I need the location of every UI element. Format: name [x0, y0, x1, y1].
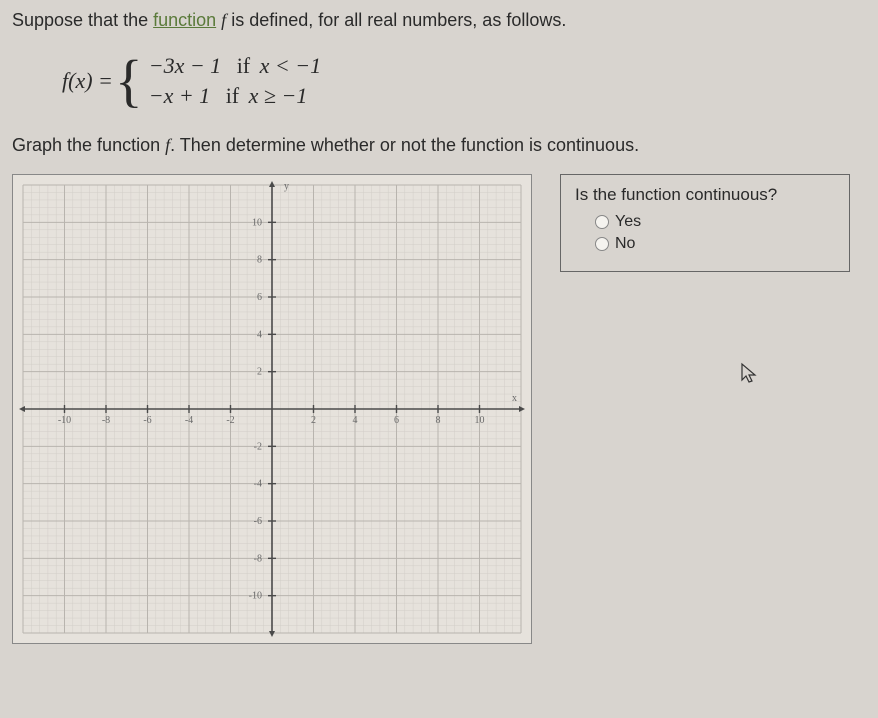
svg-text:-4: -4: [185, 415, 193, 426]
svg-text:x: x: [512, 393, 517, 404]
piece2-if: if: [226, 83, 239, 108]
svg-text:-8: -8: [254, 553, 262, 564]
svg-text:-6: -6: [143, 415, 151, 426]
svg-text:8: 8: [436, 415, 441, 426]
svg-text:y: y: [284, 181, 289, 192]
svg-text:-6: -6: [254, 516, 262, 527]
svg-text:-10: -10: [249, 591, 262, 602]
radio-icon[interactable]: [595, 237, 609, 251]
svg-text:10: 10: [252, 217, 262, 228]
cursor-icon: [740, 362, 866, 384]
intro-pre: Suppose that the: [12, 10, 153, 30]
option-no-label: No: [615, 235, 635, 253]
svg-text:-8: -8: [102, 415, 110, 426]
svg-text:6: 6: [257, 292, 262, 303]
piece1-if: if: [237, 53, 250, 78]
option-yes-label: Yes: [615, 213, 641, 231]
brace: {: [115, 55, 143, 107]
piece1-expr: −3x − 1: [149, 53, 221, 78]
function-link[interactable]: function: [153, 10, 216, 30]
svg-text:8: 8: [257, 255, 262, 266]
function-definition: f(x) = { −3x − 1 if x < −1 −x + 1 if x ≥…: [62, 49, 866, 113]
task-pre: Graph the function: [12, 135, 165, 155]
intro-post: is defined, for all real numbers, as fol…: [226, 10, 566, 30]
option-yes[interactable]: Yes: [595, 213, 835, 231]
problem-intro: Suppose that the function f is defined, …: [12, 10, 866, 31]
question-title: Is the function continuous?: [575, 185, 835, 205]
svg-text:-2: -2: [254, 441, 262, 452]
piece2-expr: −x + 1: [149, 83, 210, 108]
svg-text:-4: -4: [254, 479, 262, 490]
svg-text:2: 2: [257, 367, 262, 378]
svg-text:10: 10: [475, 415, 485, 426]
svg-text:-10: -10: [58, 415, 71, 426]
radio-icon[interactable]: [595, 215, 609, 229]
task-text: Graph the function f. Then determine whe…: [12, 135, 866, 156]
svg-text:-2: -2: [226, 415, 234, 426]
func-name: f(x) =: [62, 68, 113, 94]
question-box: Is the function continuous? Yes No: [560, 174, 850, 272]
option-no[interactable]: No: [595, 235, 835, 253]
piece1-cond: x < −1: [260, 53, 321, 78]
graph-panel[interactable]: -10 -8 -6 -4 -2 2 4 6 8 10 -10 -8 -6 -4 -2 2 4 6 8 10 y x: [12, 174, 532, 644]
svg-text:2: 2: [311, 415, 316, 426]
svg-text:4: 4: [257, 329, 262, 340]
svg-text:4: 4: [353, 415, 358, 426]
piece2-cond: x ≥ −1: [249, 83, 308, 108]
task-post: . Then determine whether or not the func…: [170, 135, 639, 155]
coordinate-graph[interactable]: -10 -8 -6 -4 -2 2 4 6 8 10 -10 -8 -6 -4 -2 2 4 6 8 10 y x: [17, 179, 527, 639]
svg-text:6: 6: [394, 415, 399, 426]
